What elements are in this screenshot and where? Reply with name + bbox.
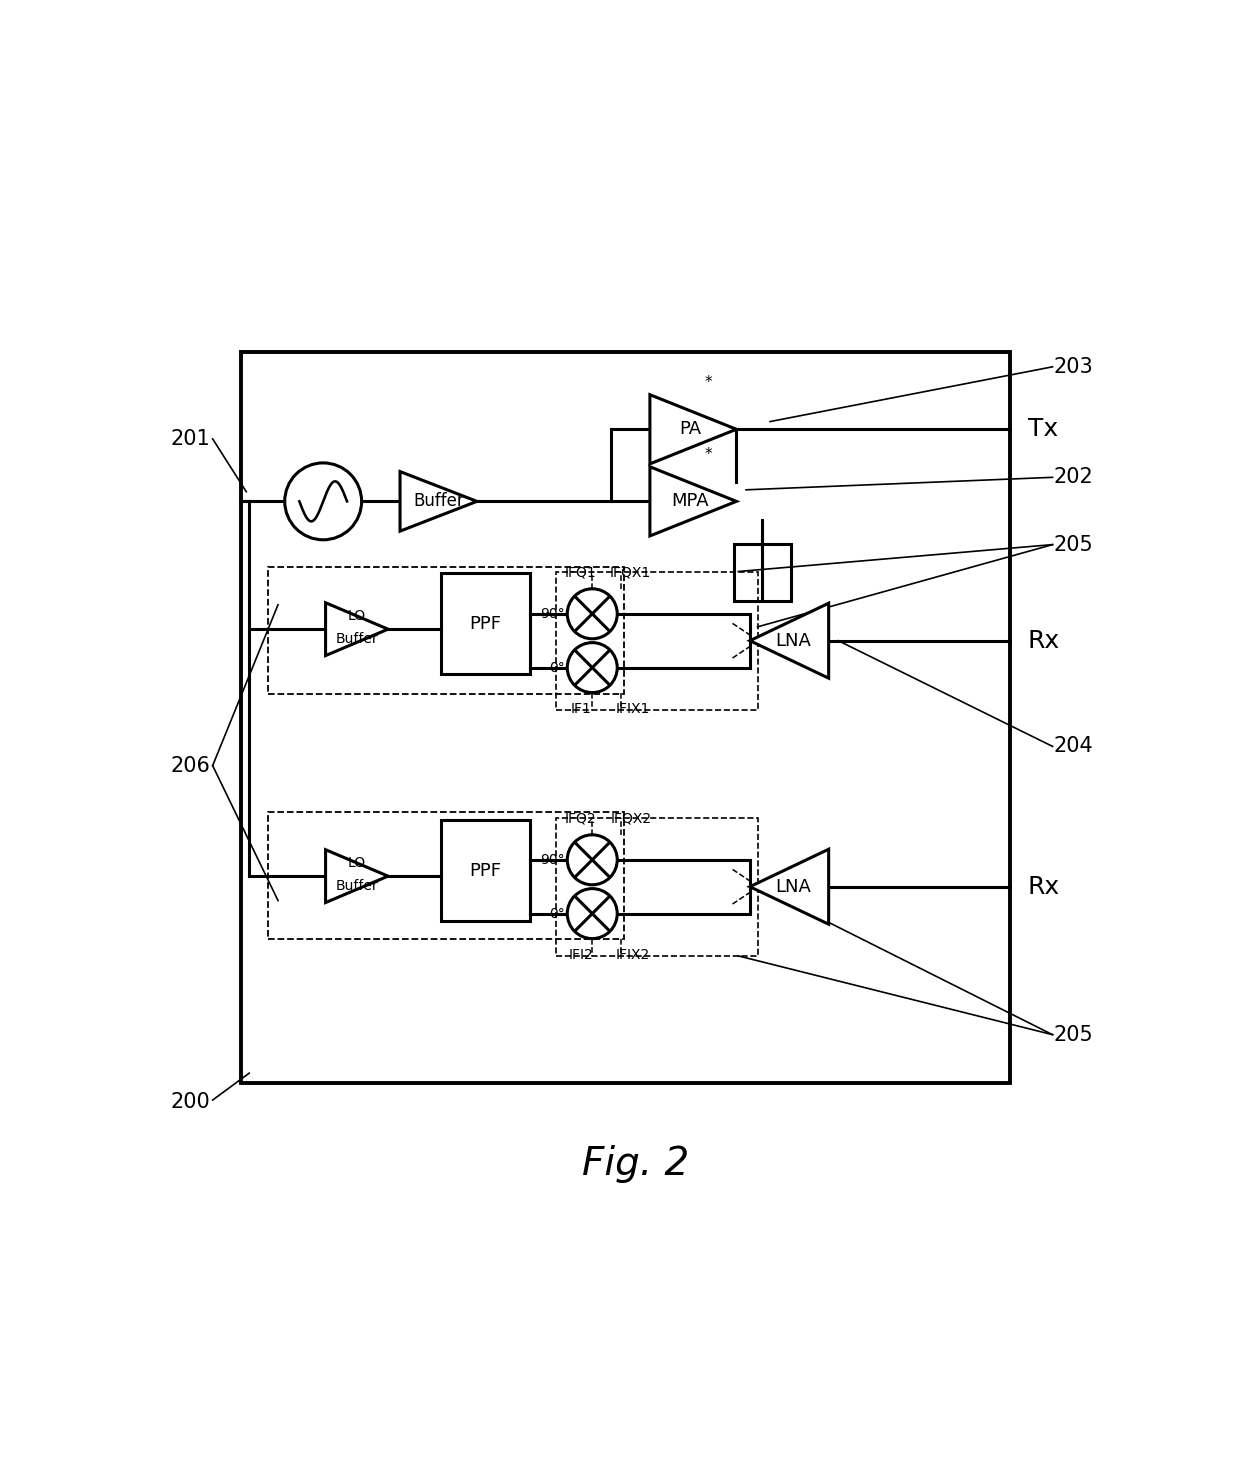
Text: 90°: 90°	[539, 854, 564, 867]
Polygon shape	[326, 849, 388, 903]
Text: PPF: PPF	[470, 614, 502, 633]
Text: IF1: IF1	[570, 702, 591, 716]
Text: MPA: MPA	[672, 492, 709, 511]
Polygon shape	[750, 603, 828, 678]
Text: Fig. 2: Fig. 2	[582, 1145, 689, 1183]
Text: PA: PA	[680, 420, 702, 438]
Circle shape	[567, 642, 618, 693]
Text: LO: LO	[347, 855, 366, 870]
Text: *: *	[704, 446, 712, 463]
Bar	[556, 572, 758, 711]
Text: 205: 205	[1054, 1024, 1094, 1045]
Polygon shape	[401, 471, 477, 531]
Text: 0°: 0°	[548, 906, 564, 921]
Text: 200: 200	[171, 1091, 211, 1112]
Text: 205: 205	[1054, 534, 1094, 554]
Polygon shape	[650, 467, 737, 535]
Text: IFI2: IFI2	[568, 948, 593, 963]
Polygon shape	[650, 395, 737, 464]
Bar	[268, 811, 624, 938]
Text: Rx: Rx	[1028, 629, 1060, 652]
Text: Rx: Rx	[1028, 875, 1060, 899]
Text: 90°: 90°	[539, 607, 564, 620]
Text: Buffer: Buffer	[336, 632, 378, 646]
Text: IFQ2: IFQ2	[565, 811, 596, 826]
Bar	[734, 544, 791, 601]
Text: IFQX1: IFQX1	[610, 565, 651, 579]
Text: IFQ1: IFQ1	[565, 565, 596, 579]
Text: IFIX1: IFIX1	[615, 702, 650, 716]
Bar	[441, 820, 529, 921]
Circle shape	[567, 835, 618, 884]
Polygon shape	[750, 849, 828, 924]
Text: LNA: LNA	[775, 632, 811, 649]
Text: PPF: PPF	[470, 862, 502, 880]
Circle shape	[285, 463, 362, 540]
Text: 203: 203	[1054, 357, 1094, 376]
Text: 204: 204	[1054, 737, 1094, 756]
Text: Buffer: Buffer	[413, 492, 464, 511]
Text: 0°: 0°	[548, 661, 564, 674]
Text: 202: 202	[1054, 467, 1094, 487]
Circle shape	[567, 589, 618, 639]
Bar	[242, 353, 1011, 1083]
Bar	[556, 817, 758, 956]
Text: 201: 201	[171, 429, 211, 449]
Text: Tx: Tx	[1028, 417, 1058, 441]
Text: LO: LO	[347, 608, 366, 623]
Text: Buffer: Buffer	[336, 878, 378, 893]
Text: LNA: LNA	[775, 878, 811, 896]
Bar	[268, 566, 624, 693]
Circle shape	[567, 889, 618, 938]
Text: *: *	[704, 375, 712, 390]
Text: IFQX2: IFQX2	[610, 811, 651, 826]
Text: IFIX2: IFIX2	[615, 948, 650, 963]
Bar	[441, 573, 529, 674]
Polygon shape	[326, 603, 388, 655]
Text: 206: 206	[171, 756, 211, 776]
